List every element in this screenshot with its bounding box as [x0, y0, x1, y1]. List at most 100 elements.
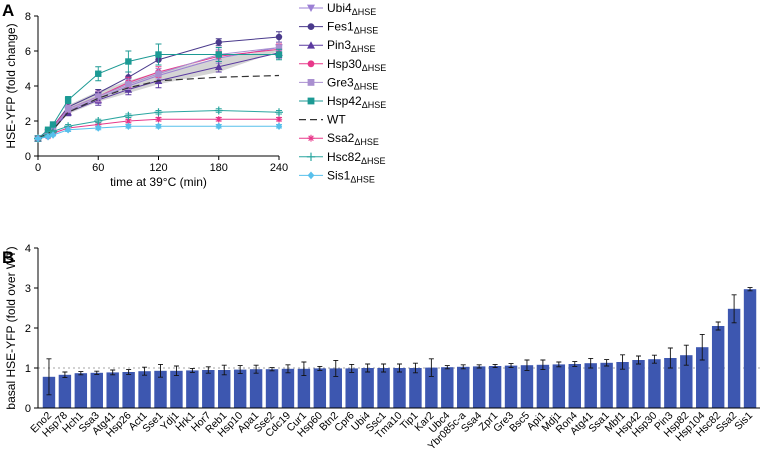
legend-subscript: ΔHSE [354, 81, 379, 91]
bar-hsp78 [58, 374, 72, 408]
legend-label: Sis1ΔHSE [327, 168, 375, 184]
error-bar [126, 369, 132, 375]
data-point [306, 152, 316, 161]
data-point [64, 105, 72, 112]
error-bar [540, 359, 546, 371]
error-bar [588, 357, 594, 369]
x-axis-title: time at 39°C (min) [110, 175, 207, 189]
bar-pin3 [664, 358, 677, 408]
legend-name: Ssa2 [327, 131, 355, 145]
x-tick-label: 60 [92, 162, 104, 174]
bar-atg41 [584, 363, 597, 408]
data-point [307, 97, 315, 105]
bar-sse1 [154, 370, 167, 408]
legend-label: Gre3ΔHSE [327, 75, 378, 91]
legend-subscript: ΔHSE [354, 137, 379, 147]
data-point [124, 111, 133, 120]
bar-ssa4 [472, 366, 486, 408]
legend-item-hsp30: Hsp30ΔHSE [299, 57, 386, 73]
y-tick-label: 8 [25, 11, 31, 23]
y-tick-label: 6 [25, 46, 31, 58]
error-bar [269, 367, 275, 372]
series-hsp42 [34, 43, 283, 142]
error-bar [747, 287, 753, 292]
data-point [307, 4, 315, 12]
data-point [307, 23, 315, 30]
legend-name: Hsc82 [327, 150, 361, 164]
error-bar [110, 369, 116, 376]
error-bar [524, 359, 530, 371]
bar-ssa3 [90, 372, 103, 408]
data-point [64, 96, 72, 104]
error-bar [94, 370, 100, 375]
legend-item-ssa2: Ssa2ΔHSE [299, 131, 379, 147]
legend-item-wt: WT [299, 113, 346, 127]
bar-hrk1 [186, 370, 199, 408]
error-bar [253, 364, 259, 374]
data-point [95, 93, 102, 100]
series-sis1 [34, 122, 283, 143]
bar-bsc5 [520, 365, 534, 408]
bar-ron4 [568, 364, 581, 408]
bar-ubc4 [441, 367, 454, 408]
legend-label: Hsp30ΔHSE [327, 57, 386, 73]
legend-subscript: ΔHSE [362, 63, 387, 73]
error-bar [572, 361, 578, 367]
bar-ubi4 [361, 368, 374, 408]
bar-act1 [138, 371, 151, 408]
legend-item-ubi4: Ubi4ΔHSE [299, 1, 376, 17]
legend-name: Ubi4 [327, 1, 352, 15]
legend-label: Hsp42ΔHSE [327, 94, 386, 110]
bar-api1 [536, 364, 550, 408]
bar-mdj1 [552, 364, 566, 408]
data-point [49, 131, 57, 139]
bar-kar2 [425, 367, 438, 408]
error-bar [237, 365, 243, 375]
bar-hsp42 [632, 360, 645, 408]
legend-name: Pin3 [327, 38, 351, 52]
bar-atg41 [106, 372, 119, 408]
error-bar [189, 367, 195, 373]
bar-gre3 [504, 365, 518, 408]
data-point [215, 39, 222, 46]
error-bar [397, 363, 402, 373]
error-bar [620, 354, 626, 370]
data-point [95, 70, 102, 77]
bar-reb1 [218, 370, 231, 408]
error-bar [173, 365, 179, 377]
data-point [307, 79, 315, 86]
bar-zpr1 [488, 366, 502, 408]
error-bar [508, 363, 514, 369]
error-bar [317, 365, 323, 371]
bar-hsp60 [313, 368, 327, 408]
error-bar [636, 355, 641, 365]
error-bar [365, 363, 371, 373]
data-point [44, 133, 52, 141]
legend-subscript: ΔHSE [350, 174, 375, 184]
data-point [125, 58, 132, 65]
error-bar [667, 347, 673, 369]
legend-subscript: ΔHSE [352, 7, 377, 17]
error-bar [731, 294, 737, 324]
error-bar [62, 371, 68, 379]
legend-label: Fes1ΔHSE [327, 20, 378, 36]
error-bar [651, 354, 657, 364]
legend-subscript: ΔHSE [354, 26, 379, 36]
data-point [95, 124, 102, 132]
data-point [155, 116, 162, 123]
bar-ydj1 [170, 370, 183, 408]
bar-ssa1 [600, 362, 613, 408]
legend-subscript: ΔHSE [351, 44, 376, 54]
error-bar [78, 371, 84, 376]
bar-hsp104 [696, 347, 709, 408]
error-bar [301, 361, 307, 377]
error-bar [333, 359, 339, 377]
error-bar [221, 364, 227, 376]
data-point [275, 108, 283, 117]
y-tick-label: 3 [25, 283, 31, 295]
error-bar [715, 321, 721, 331]
data-point [275, 122, 283, 130]
bar-hor7 [202, 370, 215, 408]
data-point [49, 121, 57, 128]
